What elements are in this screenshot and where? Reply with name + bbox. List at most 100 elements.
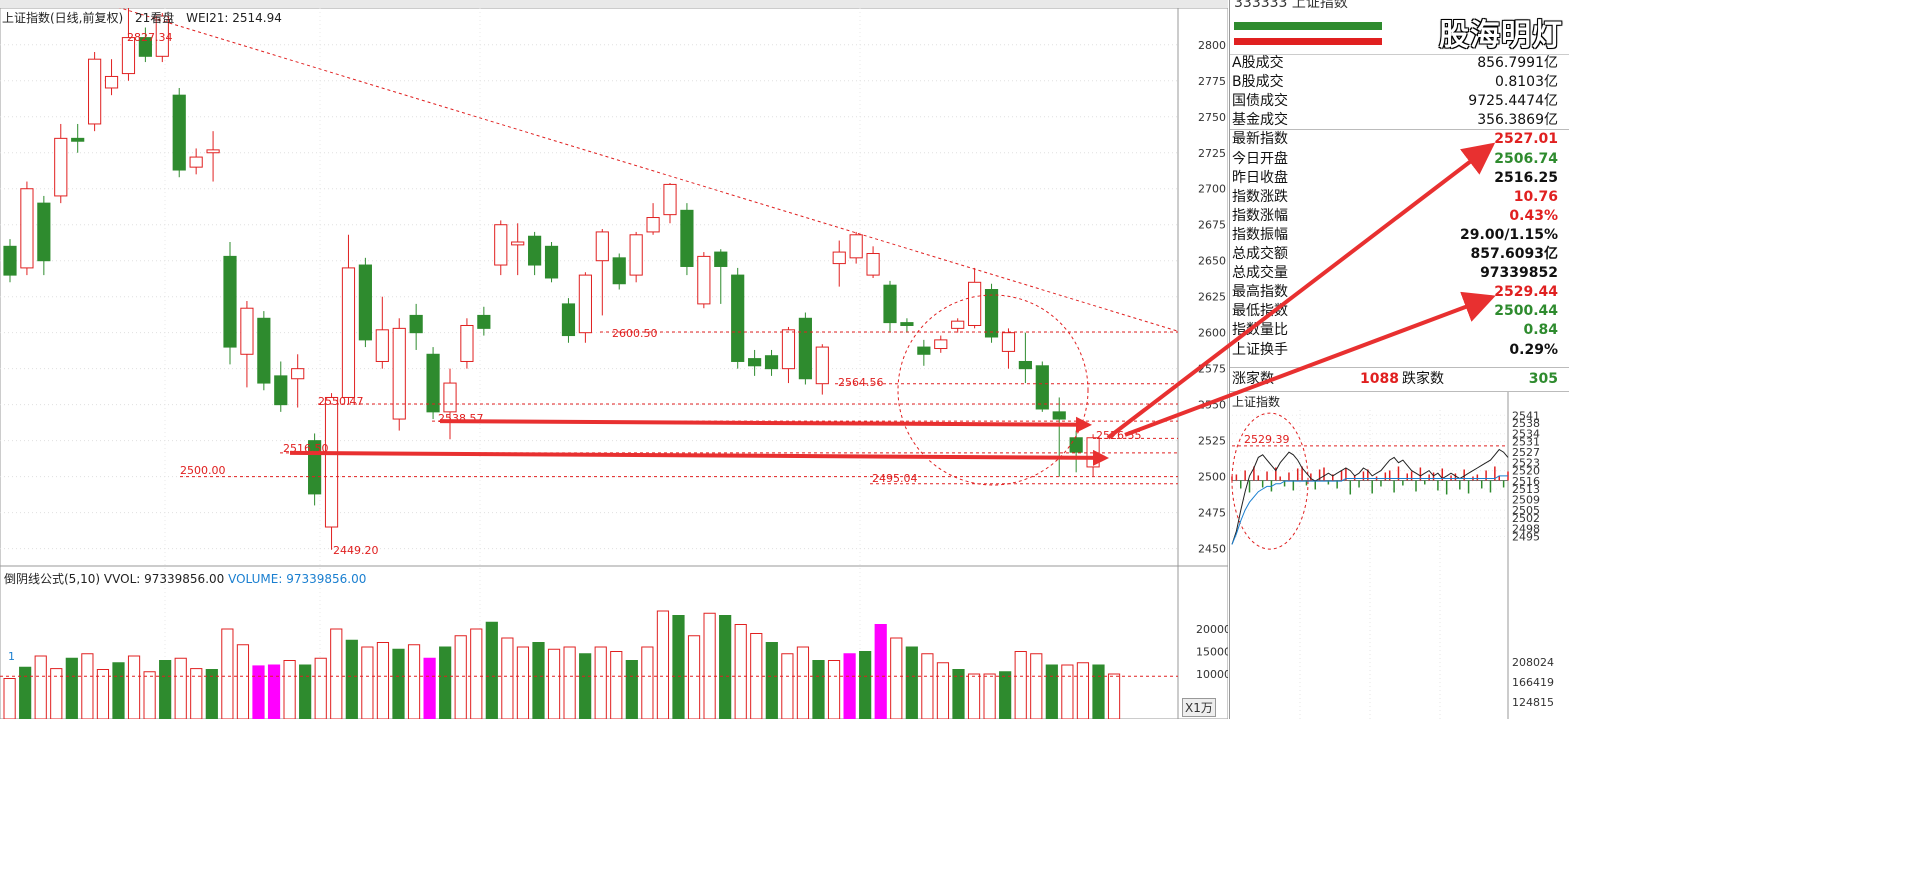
price-annotation: 2495.04 xyxy=(872,472,918,485)
price-tick-label: 2700 xyxy=(1198,183,1226,196)
quote-row: B股成交 0.8103亿 xyxy=(1232,73,1558,92)
volume-tick-label: 10000 xyxy=(1196,668,1228,681)
price-tick-label: 2650 xyxy=(1198,255,1226,268)
candle xyxy=(697,255,711,305)
candle xyxy=(426,353,440,413)
main-chart-svg[interactable]: 2827.342449.202550.472538.572516.502500.… xyxy=(0,8,1228,719)
volume-bar xyxy=(952,669,965,719)
wei-indicator: WEI21: 2514.94 xyxy=(186,11,282,25)
candle xyxy=(1001,332,1016,352)
volume-bar xyxy=(516,646,530,719)
arrow-2516 xyxy=(289,449,1109,466)
quote-value: 2527.01 xyxy=(1494,131,1558,148)
volume-bar xyxy=(983,673,996,719)
mini-tick-label: 2523 xyxy=(1512,457,1540,470)
quote-label: 指数涨幅 xyxy=(1232,207,1288,224)
quote-label: 上证换手 xyxy=(1232,341,1288,358)
volume-bar xyxy=(439,646,452,719)
mini-tick-label: 2505 xyxy=(1512,504,1540,517)
price-annotation: 2500.00 xyxy=(180,464,226,477)
candle xyxy=(866,253,880,276)
header-code: 333333 上证指数 xyxy=(1234,0,1348,11)
candle xyxy=(392,327,406,420)
volume-bar xyxy=(687,635,701,719)
quote-value: 856.7991亿 xyxy=(1477,55,1558,71)
dec-label: 跌家数 xyxy=(1402,371,1444,387)
candle xyxy=(257,317,271,384)
quote-value: 857.6093亿 xyxy=(1470,246,1558,262)
volume-bar xyxy=(65,657,78,719)
mini-volume-tick: 166419 xyxy=(1512,676,1554,689)
volume-label: VOLUME: 97339856.00 xyxy=(228,572,367,586)
quote-label: 指数振幅 xyxy=(1232,226,1288,243)
volume-bar xyxy=(1076,662,1090,719)
volume-bar xyxy=(890,637,903,719)
brand-watermark: 股海明灯 xyxy=(1439,18,1563,53)
quote-row: 总成交额 857.6093亿 xyxy=(1232,245,1558,264)
quote-label: 昨日收盘 xyxy=(1232,169,1288,186)
quote-value: 0.43% xyxy=(1509,207,1558,224)
volume-bar xyxy=(407,644,421,719)
candle xyxy=(274,375,288,406)
quote-label: 指数量比 xyxy=(1232,322,1288,339)
volume-bar xyxy=(967,673,981,719)
volume-bar xyxy=(1061,664,1074,719)
quote-label: 最高指数 xyxy=(1232,284,1288,301)
volume-bar xyxy=(1107,673,1121,719)
price-annotation: 2827.34 xyxy=(127,31,173,44)
quote-row: 今日开盘 2506.74 xyxy=(1232,150,1558,169)
mini-high-label: 2529.39 xyxy=(1244,433,1290,446)
volume-bar xyxy=(501,637,514,719)
price-tick-label: 2575 xyxy=(1198,363,1226,376)
quote-label: 指数涨跌 xyxy=(1232,188,1288,205)
volume-bar xyxy=(859,651,872,719)
candle xyxy=(375,329,389,362)
price-annotation: 2526.55 xyxy=(1096,429,1142,442)
quote-panel: 333333 上证指数 股海明灯 A股成交 856.7991亿 B股成交 0.8103… xyxy=(1229,0,1569,719)
price-annotation: 2564.56 xyxy=(838,376,884,389)
volume-bar xyxy=(703,612,716,719)
candle xyxy=(460,324,474,362)
candle xyxy=(37,202,51,262)
volume-bar xyxy=(236,644,250,719)
candle xyxy=(968,281,982,326)
candle xyxy=(3,245,17,276)
volume-bar xyxy=(392,648,405,719)
quote-value: 97339852 xyxy=(1480,265,1558,282)
formula-label: 倒阴线公式(5,10) xyxy=(4,572,101,586)
volume-bar xyxy=(874,624,887,719)
volume-bar xyxy=(1014,651,1027,719)
volume-bar xyxy=(999,671,1012,719)
mini-tick-label: 2527 xyxy=(1512,446,1540,459)
candle xyxy=(358,264,372,341)
row-separator xyxy=(1230,129,1569,131)
bid-bar xyxy=(1234,22,1382,30)
candle xyxy=(88,58,102,125)
volume-bar xyxy=(547,648,561,719)
volume-bar xyxy=(921,653,934,719)
volume-bar xyxy=(470,628,483,719)
mini-tick-label: 2516 xyxy=(1512,475,1540,488)
mini-tick-label: 2498 xyxy=(1512,523,1540,536)
price-tick-label: 2600 xyxy=(1198,327,1226,340)
volume-bar xyxy=(563,646,576,719)
intraday-chart-svg[interactable]: 2529.39 24952498250225052509251325162520… xyxy=(1230,392,1569,719)
volume-bar xyxy=(1092,664,1105,719)
quote-label: B股成交 xyxy=(1232,74,1284,91)
candle xyxy=(832,251,846,265)
ctrl-label[interactable]: 21看盘 xyxy=(135,11,175,25)
volume-bar xyxy=(81,653,94,719)
vvol-label: VVOL: 97339856.00 xyxy=(103,572,225,586)
quote-value: 2506.74 xyxy=(1494,150,1558,167)
candle xyxy=(409,314,423,334)
quote-row: 基金成交 356.3869亿 xyxy=(1232,111,1558,130)
candle xyxy=(984,289,999,338)
quote-value: 0.29% xyxy=(1509,341,1558,358)
quote-header: 333333 上证指数 股海明灯 xyxy=(1230,0,1569,55)
candle xyxy=(54,137,68,197)
candle xyxy=(1086,437,1100,468)
price-tick-label: 2775 xyxy=(1198,75,1226,88)
quote-row: 最高指数 2529.44 xyxy=(1232,283,1558,302)
quote-row: 上证换手 0.29% xyxy=(1232,341,1558,360)
quote-value: 2529.44 xyxy=(1494,284,1558,301)
